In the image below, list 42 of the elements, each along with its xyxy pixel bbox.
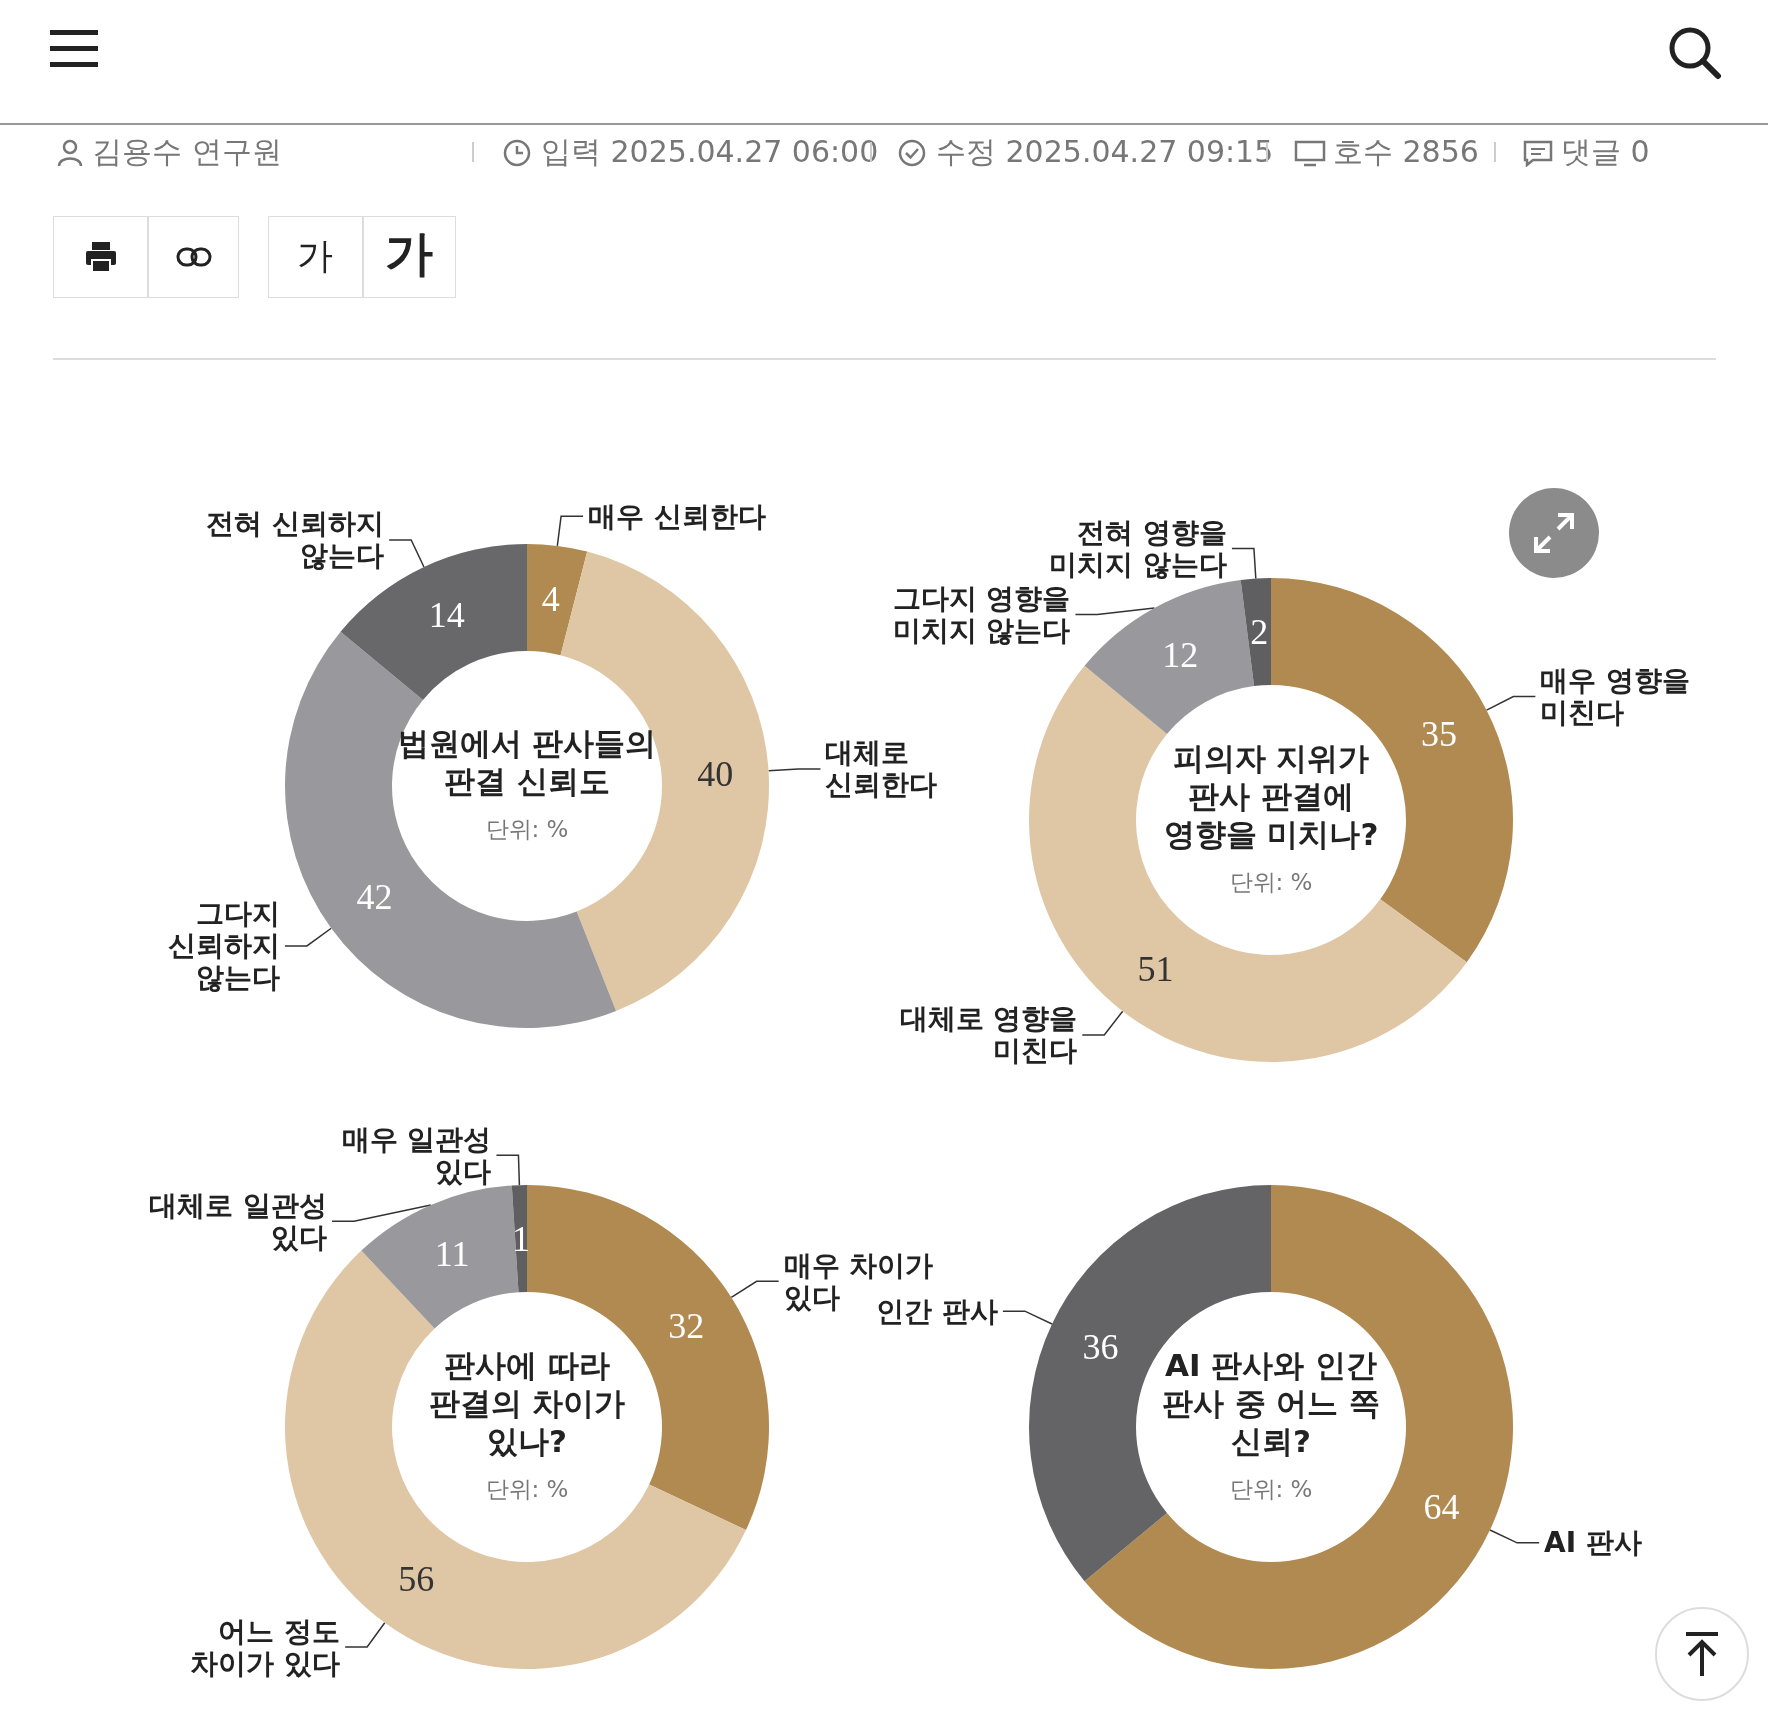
slice-label: 매우 영향을 미친다 (1540, 664, 1691, 730)
slice-label: 매우 일관성 있다 (341, 1122, 492, 1188)
data-label: 64 (1423, 1487, 1460, 1528)
text: 수정 2025.04.27 09:15 (936, 134, 1274, 170)
data-label: 1 (512, 1218, 531, 1259)
text: 단위: % (484, 815, 570, 844)
data-label: 12 (1162, 634, 1199, 675)
text: 호수 2856 (1333, 134, 1479, 170)
slice-label: 전혀 신뢰하지 않는다 (206, 507, 385, 573)
slice-label: 어느 정도 차이가 있다 (190, 1614, 341, 1680)
slice-label: 인간 판사 (876, 1294, 998, 1328)
text: 피의자 지위가 판사 판결에 영향을 미치나? (1162, 739, 1380, 853)
slice-label: 매우 신뢰한다 (588, 499, 766, 533)
text: 가 (384, 224, 434, 283)
data-label: 40 (697, 754, 734, 795)
data-label: 36 (1082, 1326, 1119, 1367)
text: 법원에서 판사들의 판결 신뢰도 (397, 724, 657, 800)
data-label: 11 (434, 1234, 470, 1274)
slice-label: 대체로 신뢰한다 (825, 736, 938, 802)
text: 판사에 따라 판결의 차이가 있나? (427, 1346, 627, 1460)
slice-label: 대체로 영향을 미친다 (899, 1002, 1078, 1068)
text: 단위: % (484, 1475, 570, 1504)
text: 단위: % (1228, 1475, 1314, 1504)
text: AI 판사와 인간 판사 중 어느 쪽 신뢰? (1160, 1346, 1382, 1460)
text: 댓글 0 (1561, 134, 1650, 170)
slice-label: 그다지 영향을 미치지 않는다 (892, 582, 1071, 648)
text: 가 (296, 234, 334, 278)
data-label: 4 (541, 578, 560, 619)
slice-label: AI 판사 (1544, 1526, 1642, 1560)
slice-label: 그다지 신뢰하지 않는다 (167, 897, 280, 995)
data-label: 14 (428, 595, 465, 636)
data-label: 2 (1250, 611, 1269, 652)
slice-label: 대체로 일관성 있다 (149, 1188, 328, 1254)
slice-label: 전혀 영향을 미치지 않는다 (1049, 516, 1227, 582)
text: 입력 2025.04.27 06:00 (541, 134, 879, 170)
text: 김용수 연구원 (92, 134, 282, 170)
data-label: 51 (1137, 948, 1174, 989)
data-label: 42 (356, 876, 393, 917)
data-label: 56 (398, 1559, 435, 1600)
data-label: 35 (1420, 714, 1457, 755)
data-label: 32 (668, 1306, 705, 1346)
text: 단위: % (1228, 868, 1314, 897)
